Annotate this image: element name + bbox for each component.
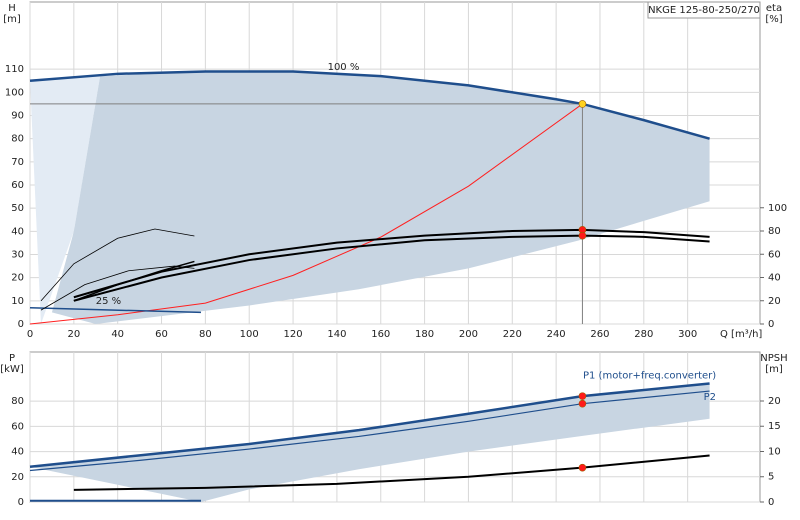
y-axis-label: [m] <box>3 14 21 25</box>
y-tick-label: 20 <box>11 472 24 483</box>
y-axis-label: P <box>9 353 15 364</box>
y2-tick-label: 100 <box>768 203 787 214</box>
y-axis-label: H <box>8 3 16 14</box>
x-tick-label: 60 <box>155 329 168 340</box>
y2-tick-label: 5 <box>768 472 774 483</box>
y-tick-label: 40 <box>11 447 24 458</box>
y-tick-label: 30 <box>11 250 24 261</box>
x-tick-label: 160 <box>371 329 390 340</box>
curve-label: P1 (motor+freq.converter) <box>583 371 716 382</box>
y2-tick-label: 10 <box>768 446 781 457</box>
x-tick-label: 40 <box>111 329 124 340</box>
curve <box>73 228 710 299</box>
x-axis-label: Q [m³/h] <box>720 329 762 340</box>
duty-point <box>578 231 587 240</box>
y2-axis-label: [m] <box>765 364 783 375</box>
curve <box>73 234 710 302</box>
x-tick-label: 220 <box>503 329 522 340</box>
y2-tick-label: 0 <box>768 497 774 508</box>
x-tick-label: 180 <box>415 329 434 340</box>
x-tick-label: 0 <box>27 329 33 340</box>
y-tick-label: 60 <box>11 180 24 191</box>
y2-tick-label: 40 <box>768 273 781 284</box>
y-tick-label: 10 <box>11 296 24 307</box>
y-tick-label: 60 <box>11 421 24 432</box>
x-tick-label: 100 <box>240 329 259 340</box>
duty-point <box>578 463 587 472</box>
duty-point <box>578 399 587 408</box>
y-axis-label: [kW] <box>0 364 24 375</box>
x-tick-label: 260 <box>590 329 609 340</box>
operating-area <box>30 76 101 325</box>
y-tick-label: 90 <box>11 111 24 122</box>
x-tick-label: 140 <box>327 329 346 340</box>
curve <box>29 103 583 325</box>
y-tick-label: 110 <box>5 64 24 75</box>
y2-tick-label: 20 <box>768 396 781 407</box>
y-tick-label: 80 <box>11 396 24 407</box>
x-tick-label: 280 <box>634 329 653 340</box>
annotation: 100 % <box>328 62 360 73</box>
y2-axis-label: [%] <box>765 14 782 25</box>
curve <box>40 228 195 302</box>
y-tick-label: 20 <box>11 273 24 284</box>
curve <box>73 454 710 491</box>
y2-axis-label: eta <box>766 3 782 14</box>
y2-tick-label: 60 <box>768 249 781 260</box>
x-tick-label: 120 <box>284 329 303 340</box>
y-tick-label: 70 <box>11 157 24 168</box>
duty-point <box>578 100 587 108</box>
duty-point <box>578 392 587 400</box>
y2-tick-label: 15 <box>768 421 781 432</box>
y-tick-label: 0 <box>18 319 24 330</box>
curve <box>29 70 710 140</box>
y-tick-label: 40 <box>11 226 24 237</box>
y2-tick-label: 0 <box>768 319 774 330</box>
y2-tick-label: 20 <box>768 296 781 307</box>
annotation: 25 % <box>96 296 121 307</box>
y-tick-label: 80 <box>11 134 24 145</box>
chart-title: NKGE 125-80-250/270 <box>648 5 760 16</box>
y-tick-label: 0 <box>18 497 24 508</box>
y2-tick-label: 80 <box>768 226 781 237</box>
x-tick-label: 240 <box>547 329 566 340</box>
curve <box>29 307 202 314</box>
operating-area <box>30 383 710 502</box>
x-tick-label: 20 <box>67 329 80 340</box>
y-tick-label: 50 <box>11 203 24 214</box>
title-box <box>647 1 761 19</box>
y-tick-label: 100 <box>5 87 24 98</box>
x-tick-label: 200 <box>459 329 478 340</box>
curve-label: P2 <box>704 392 716 403</box>
y2-axis-label: NPSH <box>760 353 787 364</box>
x-tick-label: 300 <box>678 329 697 340</box>
x-tick-label: 80 <box>199 329 212 340</box>
